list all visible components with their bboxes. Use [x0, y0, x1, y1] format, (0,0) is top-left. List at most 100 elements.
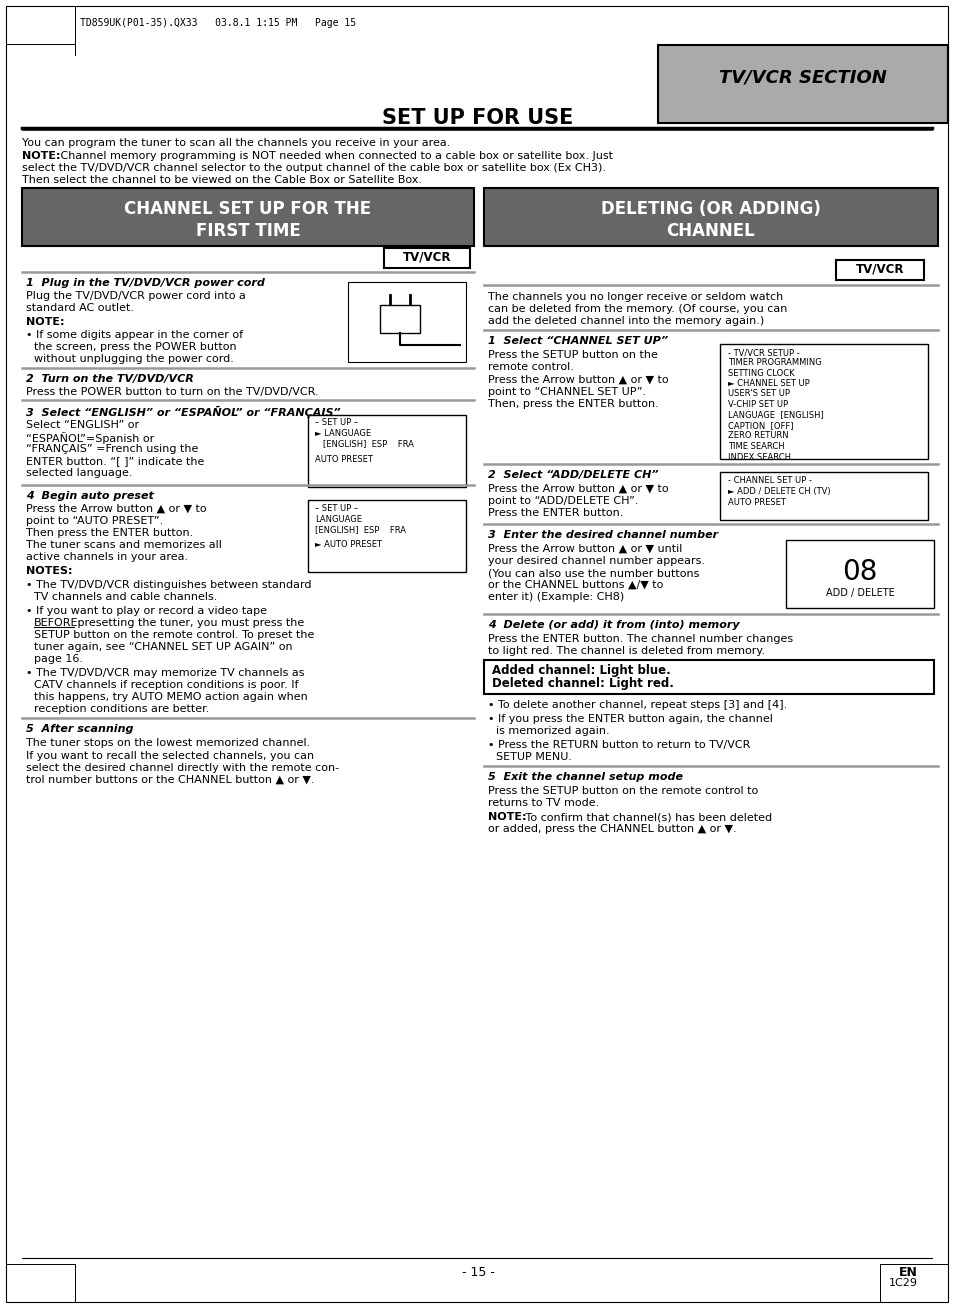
Text: USER'S SET UP: USER'S SET UP: [727, 390, 789, 399]
Text: remote control.: remote control.: [488, 362, 574, 371]
Text: “FRANÇAIS” =French using the: “FRANÇAIS” =French using the: [26, 443, 198, 454]
Text: TV/VCR: TV/VCR: [402, 250, 451, 263]
Text: reception conditions are better.: reception conditions are better.: [34, 704, 209, 714]
Text: TIME SEARCH: TIME SEARCH: [727, 442, 783, 451]
Text: 2  Turn on the TV/DVD/VCR: 2 Turn on the TV/DVD/VCR: [26, 374, 193, 385]
Text: - CHANNEL SET UP -: - CHANNEL SET UP -: [727, 476, 811, 485]
Text: to light red. The channel is deleted from memory.: to light red. The channel is deleted fro…: [488, 646, 764, 657]
Text: – SET UP –: – SET UP –: [314, 419, 357, 426]
Text: To confirm that channel(s) has been deleted: To confirm that channel(s) has been dele…: [521, 812, 771, 821]
Text: • If you want to play or record a video tape: • If you want to play or record a video …: [26, 606, 267, 616]
Text: 1C29: 1C29: [888, 1278, 917, 1288]
Text: 5  Exit the channel setup mode: 5 Exit the channel setup mode: [488, 772, 682, 782]
Text: ► AUTO PRESET: ► AUTO PRESET: [314, 540, 381, 549]
Text: SETTING CLOCK: SETTING CLOCK: [727, 369, 794, 378]
Text: is memorized again.: is memorized again.: [496, 726, 609, 736]
Text: 3  Select “ENGLISH” or “ESPAÑOL” or “FRANÇAIS”: 3 Select “ENGLISH” or “ESPAÑOL” or “FRAN…: [26, 405, 340, 419]
Text: ENTER button. “[ ]” indicate the: ENTER button. “[ ]” indicate the: [26, 456, 204, 466]
Text: Press the ENTER button. The channel number changes: Press the ENTER button. The channel numb…: [488, 634, 792, 644]
Text: tuner again, see “CHANNEL SET UP AGAIN” on: tuner again, see “CHANNEL SET UP AGAIN” …: [34, 642, 293, 651]
Text: 3  Enter the desired channel number: 3 Enter the desired channel number: [488, 530, 718, 540]
Text: selected language.: selected language.: [26, 468, 132, 477]
Text: TD859UK(P01-35).QX33   03.8.1 1:15 PM   Page 15: TD859UK(P01-35).QX33 03.8.1 1:15 PM Page…: [80, 18, 355, 27]
Text: • To delete another channel, repeat steps [3] and [4].: • To delete another channel, repeat step…: [488, 700, 786, 710]
Text: active channels in your area.: active channels in your area.: [26, 552, 188, 562]
Text: - TV/VCR SETUP -: - TV/VCR SETUP -: [727, 348, 799, 357]
Text: page 16.: page 16.: [34, 654, 83, 664]
Text: Channel memory programming is NOT needed when connected to a cable box or satell: Channel memory programming is NOT needed…: [57, 150, 613, 161]
Text: ZERO RETURN: ZERO RETURN: [727, 432, 788, 441]
Text: point to “AUTO PRESET”.: point to “AUTO PRESET”.: [26, 515, 163, 526]
Text: TV/VCR SECTION: TV/VCR SECTION: [719, 68, 886, 86]
Text: the screen, press the POWER button: the screen, press the POWER button: [34, 341, 236, 352]
Text: • The TV/DVD/VCR distinguishes between standard: • The TV/DVD/VCR distinguishes between s…: [26, 579, 312, 590]
Text: can be deleted from the memory. (Of course, you can: can be deleted from the memory. (Of cour…: [488, 303, 786, 314]
Bar: [348, 283, 465, 362]
Text: 5  After scanning: 5 After scanning: [26, 725, 133, 734]
Text: Press the Arrow button ▲ or ▼ until: Press the Arrow button ▲ or ▼ until: [488, 544, 681, 555]
Text: Press the POWER button to turn on the TV/DVD/VCR.: Press the POWER button to turn on the TV…: [26, 387, 318, 398]
Bar: [835, 260, 923, 280]
Text: NOTE:: NOTE:: [22, 150, 60, 161]
Text: Then, press the ENTER button.: Then, press the ENTER button.: [488, 399, 659, 409]
Bar: [384, 249, 470, 268]
Text: If you want to recall the selected channels, you can: If you want to recall the selected chann…: [26, 751, 314, 761]
Text: this happens, try AUTO MEMO action again when: this happens, try AUTO MEMO action again…: [34, 692, 308, 702]
Text: TV channels and cable channels.: TV channels and cable channels.: [34, 593, 217, 602]
Text: Then press the ENTER button.: Then press the ENTER button.: [26, 528, 193, 538]
Text: select the desired channel directly with the remote con-: select the desired channel directly with…: [26, 763, 338, 773]
Text: ► ADD / DELETE CH (TV): ► ADD / DELETE CH (TV): [727, 487, 830, 496]
Text: Press the Arrow button ▲ or ▼ to: Press the Arrow button ▲ or ▼ to: [488, 375, 668, 385]
Text: TIMER PROGRAMMING: TIMER PROGRAMMING: [727, 358, 821, 368]
Bar: [785, 540, 933, 608]
Text: your desired channel number appears.: your desired channel number appears.: [488, 556, 704, 566]
Text: Deleted channel: Light red.: Deleted channel: Light red.: [492, 678, 673, 691]
Text: The tuner stops on the lowest memorized channel.: The tuner stops on the lowest memorized …: [26, 738, 310, 748]
Text: – SET UP –: – SET UP –: [314, 504, 357, 513]
Text: LANGUAGE  [ENGLISH]: LANGUAGE [ENGLISH]: [727, 411, 822, 420]
Bar: [308, 415, 465, 487]
Text: ADD / DELETE: ADD / DELETE: [824, 589, 893, 598]
Text: CHANNEL SET UP FOR THE
FIRST TIME: CHANNEL SET UP FOR THE FIRST TIME: [124, 200, 371, 241]
Text: INDEX SEARCH: INDEX SEARCH: [727, 453, 790, 462]
Text: NOTES:: NOTES:: [26, 566, 72, 576]
Text: NOTE:: NOTE:: [488, 812, 526, 821]
Text: Select “ENGLISH” or: Select “ENGLISH” or: [26, 420, 139, 430]
Text: or added, press the CHANNEL button ▲ or ▼.: or added, press the CHANNEL button ▲ or …: [488, 824, 736, 835]
Bar: [720, 344, 927, 459]
Text: 08: 08: [841, 559, 877, 586]
Text: 4  Begin auto preset: 4 Begin auto preset: [26, 490, 153, 501]
Text: 1  Select “CHANNEL SET UP”: 1 Select “CHANNEL SET UP”: [488, 336, 667, 347]
Text: without unplugging the power cord.: without unplugging the power cord.: [34, 354, 233, 364]
Text: Press the SETUP button on the remote control to: Press the SETUP button on the remote con…: [488, 786, 758, 797]
Text: - 15 -: - 15 -: [461, 1266, 494, 1279]
Text: • The TV/DVD/VCR may memorize TV channels as: • The TV/DVD/VCR may memorize TV channel…: [26, 668, 304, 678]
Text: presetting the tuner, you must press the: presetting the tuner, you must press the: [74, 617, 304, 628]
Text: ► CHANNEL SET UP: ► CHANNEL SET UP: [727, 379, 809, 388]
Text: V-CHIP SET UP: V-CHIP SET UP: [727, 400, 787, 409]
Text: Press the ENTER button.: Press the ENTER button.: [488, 508, 622, 518]
Text: ► LANGUAGE: ► LANGUAGE: [314, 429, 371, 438]
Text: Plug the TV/DVD/VCR power cord into a: Plug the TV/DVD/VCR power cord into a: [26, 290, 246, 301]
Text: Press the Arrow button ▲ or ▼ to: Press the Arrow button ▲ or ▼ to: [488, 484, 668, 494]
Text: BEFORE: BEFORE: [34, 617, 78, 628]
Text: “ESPAÑOL”=Spanish or: “ESPAÑOL”=Spanish or: [26, 432, 154, 443]
Text: Press the SETUP button on the: Press the SETUP button on the: [488, 351, 658, 360]
Text: [ENGLISH]  ESP    FRA: [ENGLISH] ESP FRA: [314, 525, 406, 534]
Text: AUTO PRESET: AUTO PRESET: [727, 498, 785, 508]
Bar: [379, 305, 419, 334]
Text: You can program the tuner to scan all the channels you receive in your area.: You can program the tuner to scan all th…: [22, 139, 450, 148]
Text: CATV channels if reception conditions is poor. If: CATV channels if reception conditions is…: [34, 680, 298, 691]
Text: select the TV/DVD/VCR channel selector to the output channel of the cable box or: select the TV/DVD/VCR channel selector t…: [22, 164, 605, 173]
Text: DELETING (OR ADDING)
CHANNEL: DELETING (OR ADDING) CHANNEL: [600, 200, 821, 241]
Text: 1  Plug in the TV/DVD/VCR power cord: 1 Plug in the TV/DVD/VCR power cord: [26, 279, 265, 288]
Bar: [483, 661, 933, 695]
Bar: [22, 188, 474, 246]
Text: • If you press the ENTER button again, the channel: • If you press the ENTER button again, t…: [488, 714, 772, 725]
Text: SETUP MENU.: SETUP MENU.: [496, 752, 572, 763]
Text: Added channel: Light blue.: Added channel: Light blue.: [492, 664, 670, 678]
Text: returns to TV mode.: returns to TV mode.: [488, 798, 598, 808]
Text: SETUP button on the remote control. To preset the: SETUP button on the remote control. To p…: [34, 630, 314, 640]
Text: SET UP FOR USE: SET UP FOR USE: [382, 109, 573, 128]
Text: • If some digits appear in the corner of: • If some digits appear in the corner of: [26, 330, 243, 340]
